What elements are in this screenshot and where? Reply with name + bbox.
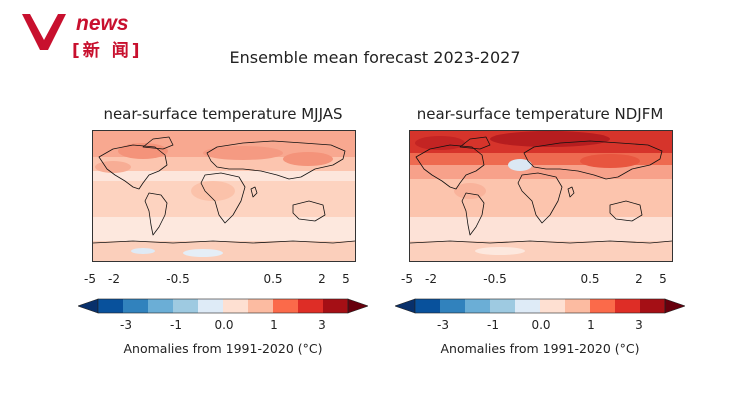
panel-ndjfm: near-surface temperature NDJFM xyxy=(395,100,685,370)
bottom-tick: 3 xyxy=(318,318,326,332)
panel-mjjas: near-surface temperature MJJAS xyxy=(78,100,368,370)
bottom-tick: -3 xyxy=(437,318,449,332)
world-anomaly-map xyxy=(92,130,356,262)
top-tick: 2 xyxy=(318,272,326,286)
panel-title: near-surface temperature MJJAS xyxy=(103,105,343,123)
top-tick: 0.5 xyxy=(263,272,283,286)
top-tick: 5 xyxy=(659,272,667,286)
colorbar-top-ticks: -5 -2 -0.5 0.5 2 5 xyxy=(395,272,685,292)
top-tick: -0.5 xyxy=(483,272,507,286)
figure-title: Ensemble mean forecast 2023-2027 xyxy=(229,48,521,67)
colorbar xyxy=(395,298,685,314)
bottom-tick: -1 xyxy=(170,318,182,332)
top-tick: 0.5 xyxy=(580,272,600,286)
colorbar-label: Anomalies from 1991-2020 (°C) xyxy=(440,341,640,356)
bottom-tick: 3 xyxy=(635,318,643,332)
colorbar-bottom-ticks: -3 -1 0.0 1 3 xyxy=(395,318,685,338)
top-tick: -0.5 xyxy=(166,272,190,286)
logo-chinese-text: [新 闻] xyxy=(72,41,143,61)
logo-v-icon xyxy=(22,13,66,50)
bottom-tick: 1 xyxy=(270,318,278,332)
bottom-tick: -1 xyxy=(487,318,499,332)
world-anomaly-map xyxy=(409,130,673,262)
colorbar-label: Anomalies from 1991-2020 (°C) xyxy=(123,341,323,356)
top-tick: -2 xyxy=(108,272,120,286)
bottom-tick: 1 xyxy=(587,318,595,332)
panel-title: near-surface temperature NDJFM xyxy=(416,105,664,123)
bottom-tick: 0.0 xyxy=(531,318,551,332)
bottom-tick: -3 xyxy=(120,318,132,332)
top-tick: -5 xyxy=(401,272,413,286)
top-tick: 2 xyxy=(635,272,643,286)
logo-brand-text: news xyxy=(76,12,129,35)
colorbar xyxy=(78,298,368,314)
bottom-tick: 0.0 xyxy=(214,318,234,332)
top-tick: 5 xyxy=(342,272,350,286)
top-tick: -5 xyxy=(84,272,96,286)
news-logo: news [新 闻] xyxy=(20,10,150,61)
colorbar-top-ticks: -5 -2 -0.5 0.5 2 5 xyxy=(78,272,368,292)
colorbar-bottom-ticks: -3 -1 0.0 1 3 xyxy=(78,318,368,338)
top-tick: -2 xyxy=(425,272,437,286)
